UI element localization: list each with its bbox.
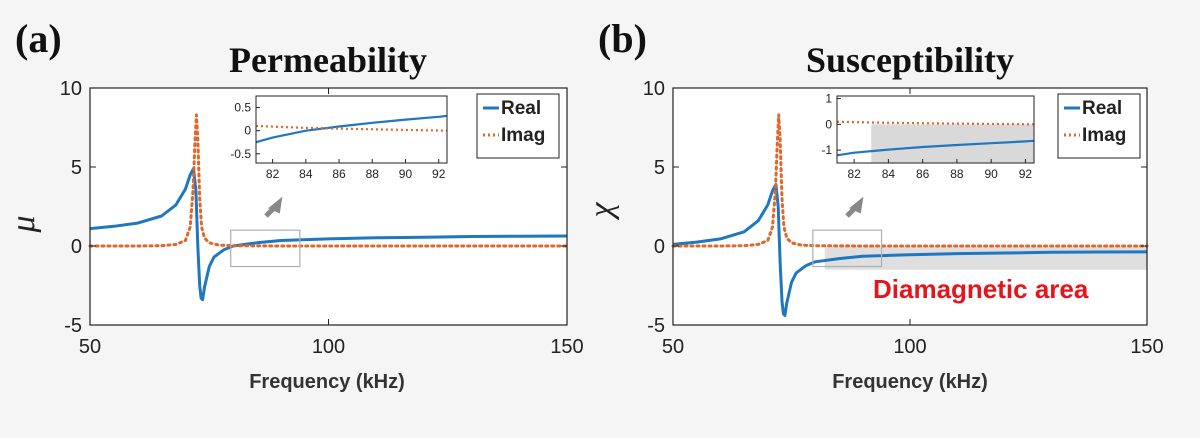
panel-1-inset-xtick-label: 84 — [882, 167, 896, 181]
panel-0-xtick-label: 150 — [550, 336, 583, 358]
panel-0-ytick-label: 5 — [71, 157, 82, 179]
panel-0-xtick-label: 100 — [312, 336, 345, 358]
panel-1-legend-box — [1057, 93, 1141, 159]
panel-0-inset-series-real-line — [255, 114, 448, 144]
panel-b-title: Susceptibility — [806, 40, 1014, 80]
panel-a-plot: 50 100 150 -5 0 5 10 82 84 86 88 90 92 0.5 0 -0.5 Real Im… — [60, 78, 584, 358]
panel-a-title: Permeability — [229, 40, 427, 80]
panel-b-xlabel: Frequency (kHz) — [832, 371, 988, 393]
panel-0-ytick-label: 10 — [60, 78, 82, 100]
panel-1-inset-ytick-label: 0 — [825, 117, 832, 131]
panel-a-xlabel: Frequency (kHz) — [249, 371, 405, 393]
panel-1-ytick-label: 5 — [654, 157, 665, 179]
panel-1-inset-series-real-line — [836, 139, 1035, 157]
panel-0-inset-xtick-label: 92 — [432, 167, 446, 181]
panel-1-xtick-label: 50 — [662, 336, 684, 358]
panel-0-series-real-line — [89, 167, 568, 302]
panel-0-inset-ytick-label: -0.5 — [230, 147, 251, 161]
panel-1-annotation-diamagnetic-area: Diamagnetic area — [873, 274, 1089, 304]
panel-0-inset-ytick-label: 0 — [244, 124, 251, 138]
panel-1-series-real-line — [672, 182, 1148, 317]
panel-1-xtick-label: 100 — [893, 336, 926, 358]
panel-1-inset-xtick-label: 86 — [916, 167, 930, 181]
panel-1-zoom-box — [812, 229, 883, 268]
panel-0-zoom-arrowhead — [268, 196, 283, 214]
panel-0-inset-ytick-label: 0.5 — [234, 101, 251, 115]
panel-0-legend-label-imag: Imag — [501, 125, 545, 146]
panel-1-series-imag-line — [671, 113, 1149, 248]
panel-1-legend-label-real: Real — [1082, 98, 1122, 119]
panel-1-inset-frame — [836, 95, 1035, 164]
panel-1-inset-series-imag-line — [836, 120, 1035, 126]
panel-1-zoom-arrowhead — [849, 196, 864, 214]
panel-0-ytick-label: -5 — [64, 315, 82, 337]
panel-a-label: (a) — [15, 16, 62, 61]
panel-1-ytick-label: -5 — [647, 315, 665, 337]
panel-0-inset-xtick-label: 84 — [299, 167, 313, 181]
panel-1-inset-xtick-label: 92 — [1019, 167, 1033, 181]
panel-0-xtick-label: 50 — [79, 336, 101, 358]
panel-1-ytick-label: 10 — [643, 78, 665, 100]
panel-0-inset-xtick-label: 88 — [366, 167, 380, 181]
panel-0-inset-xtick-label: 86 — [332, 167, 346, 181]
panel-1-inset-xtick-label: 90 — [984, 167, 998, 181]
panel-b-ylabel: χ — [583, 201, 620, 220]
panel-0-zoom-box — [230, 229, 301, 268]
panel-1-inset-xtick-label: 82 — [847, 167, 861, 181]
panel-1-xtick-label: 150 — [1130, 336, 1163, 358]
panel-1-inset-ytick-label: 1 — [825, 92, 832, 106]
panel-1-inset-ytick-label: -1 — [821, 143, 832, 157]
panel-1-inset-xtick-label: 88 — [950, 167, 964, 181]
panel-0-ytick-label: 0 — [71, 236, 82, 258]
panel-a-ylabel: μ — [5, 215, 42, 233]
panel-0-inset-frame — [255, 95, 448, 164]
panel-1-inset-shaded-region — [871, 124, 1034, 163]
panel-0-inset-xtick-label: 82 — [266, 167, 280, 181]
panel-0-legend-box — [476, 93, 560, 159]
panel-1-legend-label-imag: Imag — [1082, 125, 1126, 146]
panel-b: (b) Susceptibility χ Frequency (kHz) 50 1… — [583, 16, 1164, 393]
panel-0-legend-label-real: Real — [501, 98, 541, 119]
panel-b-label: (b) — [598, 16, 647, 61]
panel-0-series-imag-line — [88, 113, 569, 248]
panel-1-ytick-label: 0 — [654, 236, 665, 258]
panel-0-inset-xtick-label: 90 — [399, 167, 413, 181]
panel-a: (a) Permeability μ Frequency (kHz) 50 100… — [5, 16, 584, 393]
